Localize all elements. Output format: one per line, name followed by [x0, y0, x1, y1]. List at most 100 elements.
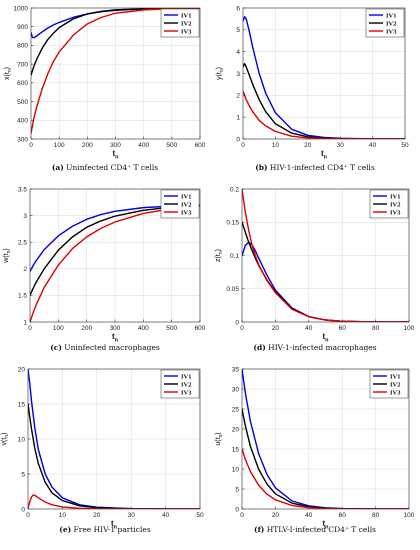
legend-label-iv2: IV2 [386, 20, 396, 27]
x-tick-label: 500 [166, 142, 177, 149]
x-tick-label: 300 [110, 325, 121, 332]
series-line-iv3 [242, 448, 409, 509]
y-axis-label: v(tn) [1, 433, 10, 446]
x-tick-label: 400 [138, 142, 149, 149]
series-line-iv2 [31, 8, 200, 76]
y-tick-label: 0.2 [230, 186, 239, 193]
x-tick-label: 60 [339, 512, 347, 519]
x-tick-label: 500 [166, 325, 177, 332]
y-tick-label: 3.5 [18, 186, 27, 193]
y-axis-label: y(tn) [216, 67, 225, 80]
y-tick-label: 30 [232, 386, 240, 393]
series-line-iv1 [30, 204, 200, 272]
x-tick-label: 0 [28, 325, 32, 332]
x-tick-label: 30 [337, 142, 345, 149]
series-line-iv3 [30, 205, 200, 322]
y-tick-label: 900 [17, 24, 28, 31]
x-tick-label: 100 [404, 325, 415, 332]
y-tick-label: 20 [18, 366, 26, 373]
y-axis-label: u(tn) [215, 432, 224, 445]
y-tick-label: 25 [232, 406, 240, 413]
x-tick-label: 20 [93, 512, 101, 519]
legend-label-iv2: IV2 [390, 381, 400, 388]
panel-caption-d: (d) HIV-1-infected macrophages [210, 343, 420, 352]
x-tick-label: 10 [59, 512, 67, 519]
x-tick-label: 40 [369, 142, 377, 149]
y-axis-label: w(tn) [3, 248, 12, 263]
x-tick-label: 100 [404, 512, 415, 519]
y-tick-label: 10 [232, 466, 240, 473]
panel-caption-a: (a) Uninfected CD4⁺ T cells [0, 163, 210, 172]
x-tick-label: 50 [196, 512, 204, 519]
x-axis-label: tn [322, 332, 329, 344]
legend-label-iv3: IV3 [386, 28, 397, 35]
x-tick-label: 20 [304, 142, 312, 149]
x-axis-label: tn [112, 149, 119, 161]
series-line-iv3 [242, 189, 409, 322]
y-tick-label: 0 [235, 319, 239, 326]
x-tick-label: 10 [272, 142, 280, 149]
x-tick-label: 0 [240, 325, 244, 332]
caption-label: (b) [255, 163, 268, 172]
caption-text: Uninfected CD4⁺ T cells [63, 163, 159, 172]
legend-label-iv2: IV2 [181, 20, 191, 27]
y-tick-label: 4 [236, 49, 240, 56]
y-tick-label: 15 [232, 446, 240, 453]
x-tick-label: 100 [54, 142, 65, 149]
y-axis-label: z(tn) [215, 249, 224, 262]
x-tick-label: 0 [26, 512, 30, 519]
y-tick-label: 0.1 [230, 253, 239, 260]
x-tick-label: 400 [138, 325, 149, 332]
legend-label-iv3: IV3 [181, 209, 192, 216]
y-tick-label: 0 [236, 136, 240, 143]
y-tick-label: 3 [23, 213, 27, 220]
panel-caption-b: (b) HIV-1-infected CD4⁺ T cells [210, 163, 420, 172]
y-tick-label: 800 [17, 43, 28, 50]
y-axis-label: x(tn) [4, 67, 13, 80]
y-tick-label: 5 [21, 471, 25, 478]
y-tick-label: 1.5 [18, 293, 27, 300]
x-tick-label: 60 [339, 325, 347, 332]
caption-text: HTLV-I-infected CD4⁺ T cells [264, 525, 376, 534]
x-tick-label: 20 [272, 512, 280, 519]
x-tick-label: 300 [110, 142, 121, 149]
y-tick-label: 20 [232, 426, 240, 433]
caption-text: Uninfected macrophages [61, 343, 160, 352]
y-tick-label: 35 [232, 366, 240, 373]
legend-label-iv1: IV1 [390, 193, 400, 200]
panel-caption-f: (f) HTLV-I-infected CD4⁺ T cells [210, 525, 420, 534]
y-tick-label: 2 [236, 93, 240, 100]
y-tick-label: 15 [18, 401, 26, 408]
x-axis-label: tn [321, 149, 328, 161]
legend-label-iv1: IV1 [181, 193, 191, 200]
legend-label-iv1: IV1 [181, 12, 191, 19]
x-tick-label: 200 [81, 325, 92, 332]
x-tick-label: 20 [272, 325, 280, 332]
legend-label-iv3: IV3 [181, 28, 192, 35]
x-tick-label: 600 [195, 325, 206, 332]
y-tick-label: 6 [236, 5, 240, 12]
y-tick-label: 600 [17, 80, 28, 87]
x-tick-label: 30 [128, 512, 136, 519]
y-tick-label: 1 [23, 319, 27, 326]
legend-label-iv1: IV1 [390, 373, 400, 380]
caption-text: HIV-1-infected CD4⁺ T cells [267, 163, 375, 172]
y-tick-label: 1000 [14, 5, 29, 12]
caption-label: (a) [51, 163, 64, 172]
y-tick-label: 400 [17, 118, 28, 125]
x-tick-label: 40 [162, 512, 170, 519]
legend-label-iv1: IV1 [386, 12, 396, 19]
panel-caption-c: (c) Uninfected macrophages [0, 343, 210, 352]
x-tick-label: 200 [82, 142, 93, 149]
y-tick-label: 5 [236, 27, 240, 34]
series-line-iv2 [30, 204, 200, 296]
